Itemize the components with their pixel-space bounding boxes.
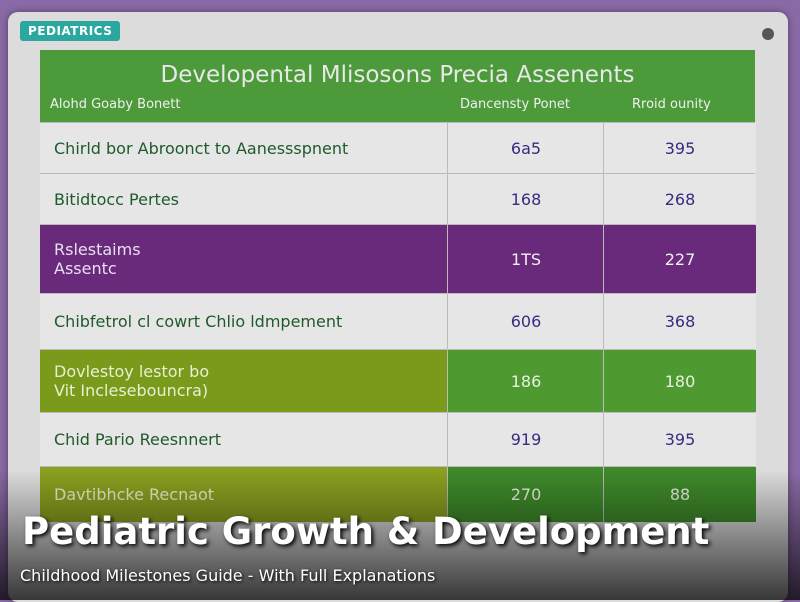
header-cell: Alohd Goaby Bonett: [50, 97, 181, 112]
header-cell: Dancensty Ponet: [460, 97, 570, 112]
table-cell: 180: [603, 350, 756, 412]
table: Developental Mlisosons Precia Assenents …: [40, 50, 756, 522]
table-cell: 268: [603, 174, 756, 224]
table-cell: Dovlestoy lestor bo Vit Inclesebouncra): [40, 350, 447, 412]
table-row: Bitidtocc Pertes 168 268: [40, 173, 756, 224]
table-cell: 395: [603, 413, 756, 466]
table-cell: 227: [603, 225, 756, 293]
table-row: Chid Pario Reesnnert 919 395: [40, 412, 756, 466]
table-cell: Chid Pario Reesnnert: [40, 413, 447, 466]
table-row: Dovlestoy lestor bo Vit Inclesebouncra) 1…: [40, 349, 756, 412]
table-body: Chirld bor Abroonct to Aanessspnent 6a5 39…: [40, 122, 756, 522]
table-cell: 168: [447, 174, 604, 224]
table-cell: 1TS: [447, 225, 604, 293]
shade: [0, 470, 800, 600]
table-header: Developental Mlisosons Precia Assenents …: [40, 50, 755, 122]
table-cell: 395: [603, 123, 756, 173]
table-cell: Chibfetrol cl cowrt Chlio ldmpement: [40, 294, 447, 349]
table-cell: Rslestaims Assentc: [40, 225, 447, 293]
table-cell: 919: [447, 413, 604, 466]
pin: [762, 28, 774, 40]
table-row: Chibfetrol cl cowrt Chlio ldmpement 606 36…: [40, 293, 756, 349]
overlay-subtitle: Childhood Milestones Guide - With Full E…: [20, 566, 436, 585]
overlay-title: Pediatric Growth & Development: [22, 510, 710, 553]
table-cell: 368: [603, 294, 756, 349]
table-cell: Bitidtocc Pertes: [40, 174, 447, 224]
table-row: Chirld bor Abroonct to Aanessspnent 6a5 39…: [40, 122, 756, 173]
table-row: Rslestaims Assentc 1TS 227: [40, 224, 756, 293]
badge: PEDIATRICS: [20, 21, 121, 41]
table-cell: 186: [447, 350, 604, 412]
table-cell: 6a5: [447, 123, 604, 173]
header-cell: Rroid ounity: [632, 97, 711, 112]
table-title: Developental Mlisosons Precia Assenents: [160, 62, 635, 88]
table-cell: Chirld bor Abroonct to Aanessspnent: [40, 123, 447, 173]
table-cell: 606: [447, 294, 604, 349]
